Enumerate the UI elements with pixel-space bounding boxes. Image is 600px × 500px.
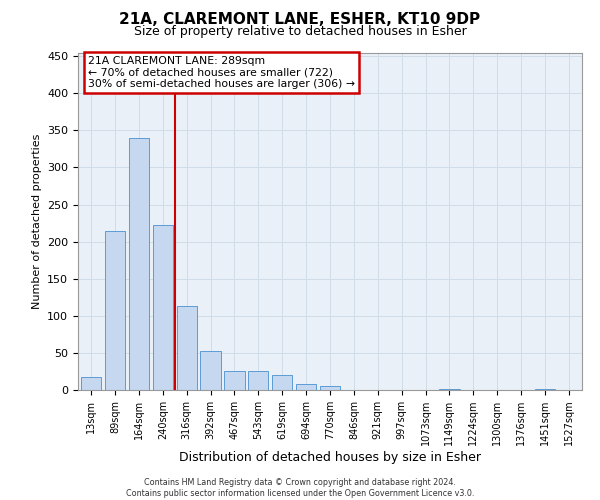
Bar (439, 388, 460, 390)
Bar (200, 350, 221, 390)
Text: Contains HM Land Registry data © Crown copyright and database right 2024.
Contai: Contains HM Land Registry data © Crown c… (126, 478, 474, 498)
Text: 21A, CLAREMONT LANE, ESHER, KT10 9DP: 21A, CLAREMONT LANE, ESHER, KT10 9DP (119, 12, 481, 28)
Text: Size of property relative to detached houses in Esher: Size of property relative to detached ho… (134, 25, 466, 38)
Bar (152, 226, 173, 390)
Text: 21A CLAREMONT LANE: 289sqm
← 70% of detached houses are smaller (722)
30% of sem: 21A CLAREMONT LANE: 289sqm ← 70% of deta… (88, 56, 355, 89)
Bar (248, 372, 268, 390)
Bar (224, 370, 245, 390)
Bar (272, 375, 292, 390)
Bar (320, 386, 340, 390)
Bar (81, 378, 101, 390)
Bar (296, 384, 316, 390)
X-axis label: Distribution of detached houses by size in Esher: Distribution of detached houses by size … (179, 451, 481, 464)
Bar (535, 388, 555, 390)
Y-axis label: Number of detached properties: Number of detached properties (32, 134, 41, 309)
Bar (176, 306, 197, 390)
Bar (105, 230, 125, 390)
Bar (129, 138, 149, 390)
